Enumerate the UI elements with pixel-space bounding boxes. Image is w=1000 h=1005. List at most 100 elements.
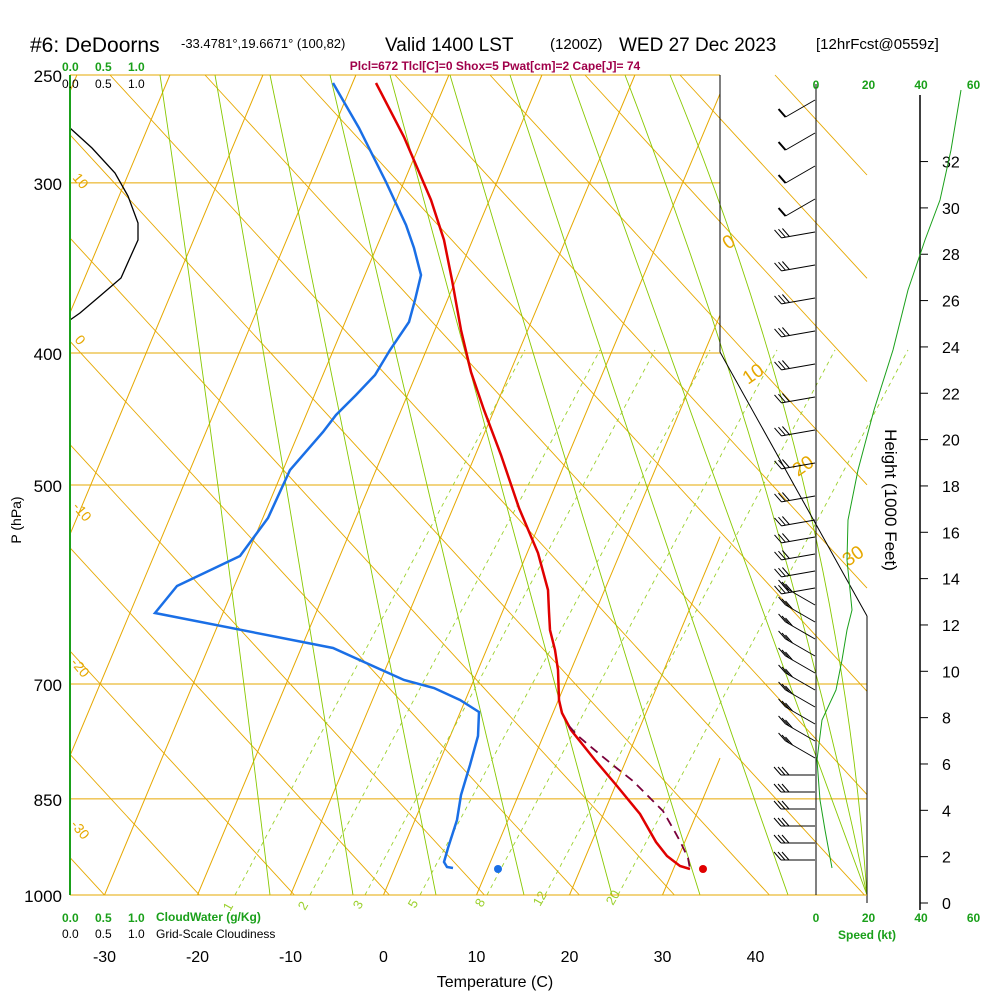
pressure-label-300: 300 [34,175,62,194]
height-tick-4: 4 [942,803,951,820]
dry-adiabat-4 [299,74,868,692]
wind-barb-14 [774,533,816,544]
temperature-tick--20: -20 [186,949,209,966]
dry-adiabat-3 [204,74,868,795]
cloudwater-top-tick-0: 0.0 [62,60,79,74]
mixing-ratio-label-6: 20 [603,887,623,907]
isotherm--70 [69,74,78,92]
temperature-tick-20: 20 [561,949,579,966]
moist-adiabat-2 [269,74,437,896]
isotherm--60 [69,74,171,314]
cloudiness-title: Grid-Scale Cloudiness [156,927,275,941]
wind-barb-1 [777,132,816,151]
speed-tick-bottom-60: 60 [967,911,981,925]
temperature-tick--10: -10 [279,949,302,966]
wind-barb-5 [774,261,816,272]
wind-barb-31 [773,817,815,827]
speed-tick-bottom-0: 0 [813,911,820,925]
mixing-ratio-line-5 [544,349,836,896]
valid-date: WED 27 Dec 2023 [619,35,776,56]
mixing-ratio-line-3 [419,349,711,896]
wind-barb-22 [778,647,816,674]
speed-axis-title: Speed (kt) [838,928,896,942]
station-title: #6: DeDoorns [30,34,160,57]
height-axis-title: Height (1000 Feet) [881,429,900,571]
temperature-tick-10: 10 [468,949,486,966]
moist-adiabat-0 [159,74,271,896]
wind-barb-27 [778,732,816,759]
wind-barb-26 [778,715,816,742]
temperature-tick-0: 0 [379,949,388,966]
isotherm-20 [569,536,721,896]
height-tick-0: 0 [942,896,951,913]
dry-adiabat--1 [69,340,580,896]
temperature-line [374,82,691,871]
height-tick-14: 14 [942,572,960,589]
plot-frame-right-diagonal [719,351,868,617]
dry-adiabat-2 [109,74,865,896]
wind-barb-33 [773,851,815,861]
wind-barb-21 [778,630,816,657]
surface-temperature-marker [699,865,707,873]
isotherm--40 [69,74,357,756]
cloudwater-title: CloudWater (g/Kg) [156,910,261,924]
height-tick-30: 30 [942,201,960,218]
wind-barb-3 [777,198,816,217]
pressure-label-700: 700 [34,676,62,695]
height-tick-10: 10 [942,664,960,681]
wind-barb-12 [774,492,816,503]
cloudwater-top-tick-1: 0.5 [95,60,112,74]
mixing-ratio-line-2 [364,349,656,896]
dry-adiabat--2 [69,444,485,896]
wind-barb-32 [773,834,815,844]
cloudwater-bottom-tick-2: 1.0 [128,911,145,925]
dewpoint-line [152,82,481,870]
speed-tick-bottom-40: 40 [914,911,928,925]
pressure-label-250: 250 [34,67,62,86]
wind-barb-0 [777,99,816,118]
wind-barb-16 [774,567,816,578]
parcel-line [568,725,691,870]
temperature-tick-40: 40 [747,949,765,966]
moist-adiabat-5 [449,74,701,896]
height-tick-8: 8 [942,711,951,728]
wind-barb-20 [778,613,816,640]
height-tick-24: 24 [942,340,960,357]
speed-tick-top-0: 0 [813,78,820,92]
pressure-label-1000: 1000 [24,887,62,906]
cloudwater-top-tick-2: 1.0 [128,60,145,74]
cloudiness-profile [69,127,139,321]
isotherm--30 [104,74,450,896]
cloudiness-bottom-tick-1: 0.5 [95,927,112,941]
pressure-label-400: 400 [34,345,62,364]
pressure-label-500: 500 [34,477,62,496]
wind-barb-10 [774,426,816,437]
wind-barb-13 [774,516,816,527]
dry-adiabat-1 [69,134,770,896]
wind-barb-24 [778,681,816,708]
height-tick-20: 20 [942,433,960,450]
forecast-info: [12hrFcst@0559z] [816,36,939,53]
wind-barb-4 [774,228,816,239]
isotherm-30 [662,757,721,896]
wind-barb-7 [774,327,816,338]
cloudiness-bottom-tick-0: 0.0 [62,927,79,941]
isotherm--20 [197,74,543,896]
height-tick-32: 32 [942,155,960,172]
dry-adiabat-6 [489,74,868,486]
wind-barb-9 [774,393,816,404]
wind-barb-23 [778,664,816,691]
dry-adiabat--5 [69,754,200,896]
pressure-label-850: 850 [34,791,62,810]
mixing-ratio-line-1 [309,349,601,896]
speed-tick-top-20: 20 [862,78,876,92]
height-tick-18: 18 [942,479,960,496]
wind-barb-19 [778,596,816,623]
dry-adiabat--4 [69,650,295,896]
height-tick-28: 28 [942,247,960,264]
wind-barb-11 [774,459,816,470]
isotherm--10 [290,74,636,896]
wind-barb-8 [774,360,816,371]
isotherm--50 [69,74,264,535]
